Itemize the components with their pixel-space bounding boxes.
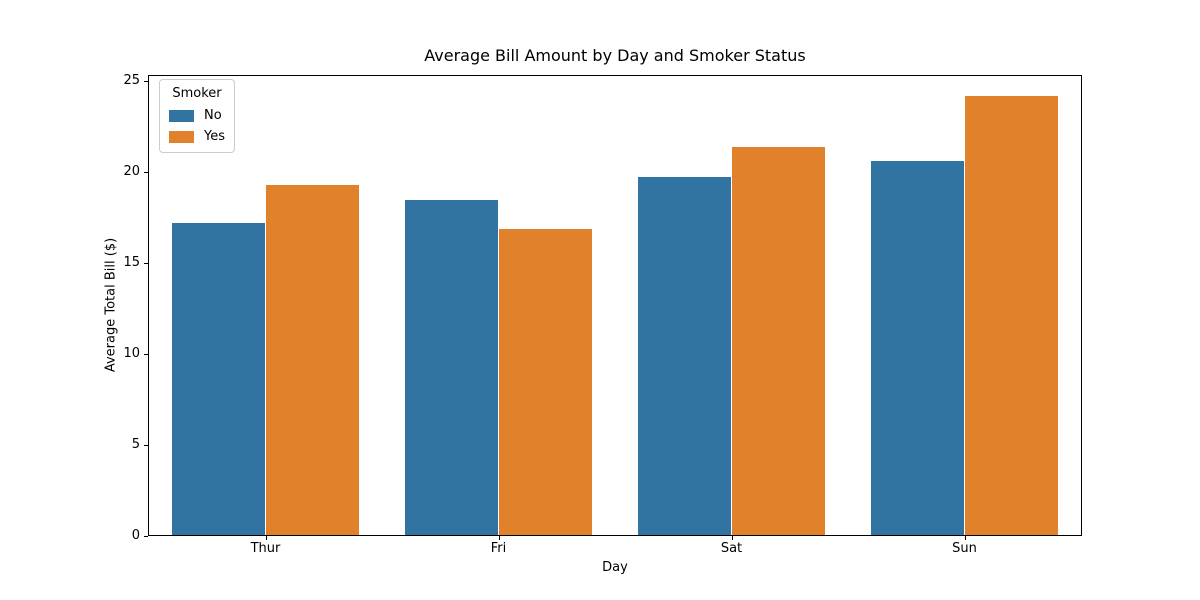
plot-area: Smoker No Yes — [148, 75, 1082, 536]
y-tick-mark — [144, 262, 148, 264]
legend: Smoker No Yes — [159, 79, 235, 153]
y-tick-label: 5 — [131, 436, 140, 452]
y-tick-mark — [144, 80, 148, 82]
y-tick-mark — [144, 444, 148, 446]
y-tick-label: 20 — [123, 163, 140, 179]
x-tick-label: Fri — [490, 541, 507, 556]
x-tick-label: Sat — [720, 541, 743, 556]
y-tick-label: 15 — [123, 254, 140, 270]
bar-sun-yes — [964, 95, 1058, 535]
bar-fri-yes — [498, 228, 592, 535]
y-tick-label: 25 — [123, 72, 140, 88]
bar-sun-no — [871, 161, 965, 535]
legend-item-no: No — [169, 105, 225, 126]
chart-title: Average Bill Amount by Day and Smoker St… — [424, 46, 806, 65]
legend-items: No Yes — [169, 105, 225, 147]
x-axis-label: Day — [602, 560, 628, 575]
x-tick-mark — [731, 536, 733, 540]
y-tick-mark — [144, 171, 148, 173]
x-tick-mark — [498, 536, 500, 540]
bar-fri-no — [405, 199, 499, 535]
legend-item-yes: Yes — [169, 126, 225, 147]
y-tick-label: 0 — [131, 528, 140, 543]
y-tick-mark — [144, 353, 148, 355]
y-tick-mark — [144, 536, 148, 537]
legend-item-label: Yes — [204, 128, 225, 144]
x-tick-mark — [265, 536, 267, 540]
x-tick-mark — [964, 536, 966, 540]
legend-swatch-icon — [169, 109, 194, 122]
legend-swatch-icon — [169, 130, 194, 143]
x-tick-label: Sun — [952, 541, 977, 556]
y-tick-label: 10 — [123, 345, 140, 361]
legend-item-label: No — [204, 107, 222, 123]
legend-title: Smoker — [172, 86, 222, 101]
bar-thur-no — [172, 223, 266, 535]
x-tick-label: Thur — [250, 541, 281, 556]
bar-sat-no — [638, 176, 732, 535]
bar-thur-yes — [265, 185, 359, 535]
bar-sat-yes — [731, 147, 825, 535]
